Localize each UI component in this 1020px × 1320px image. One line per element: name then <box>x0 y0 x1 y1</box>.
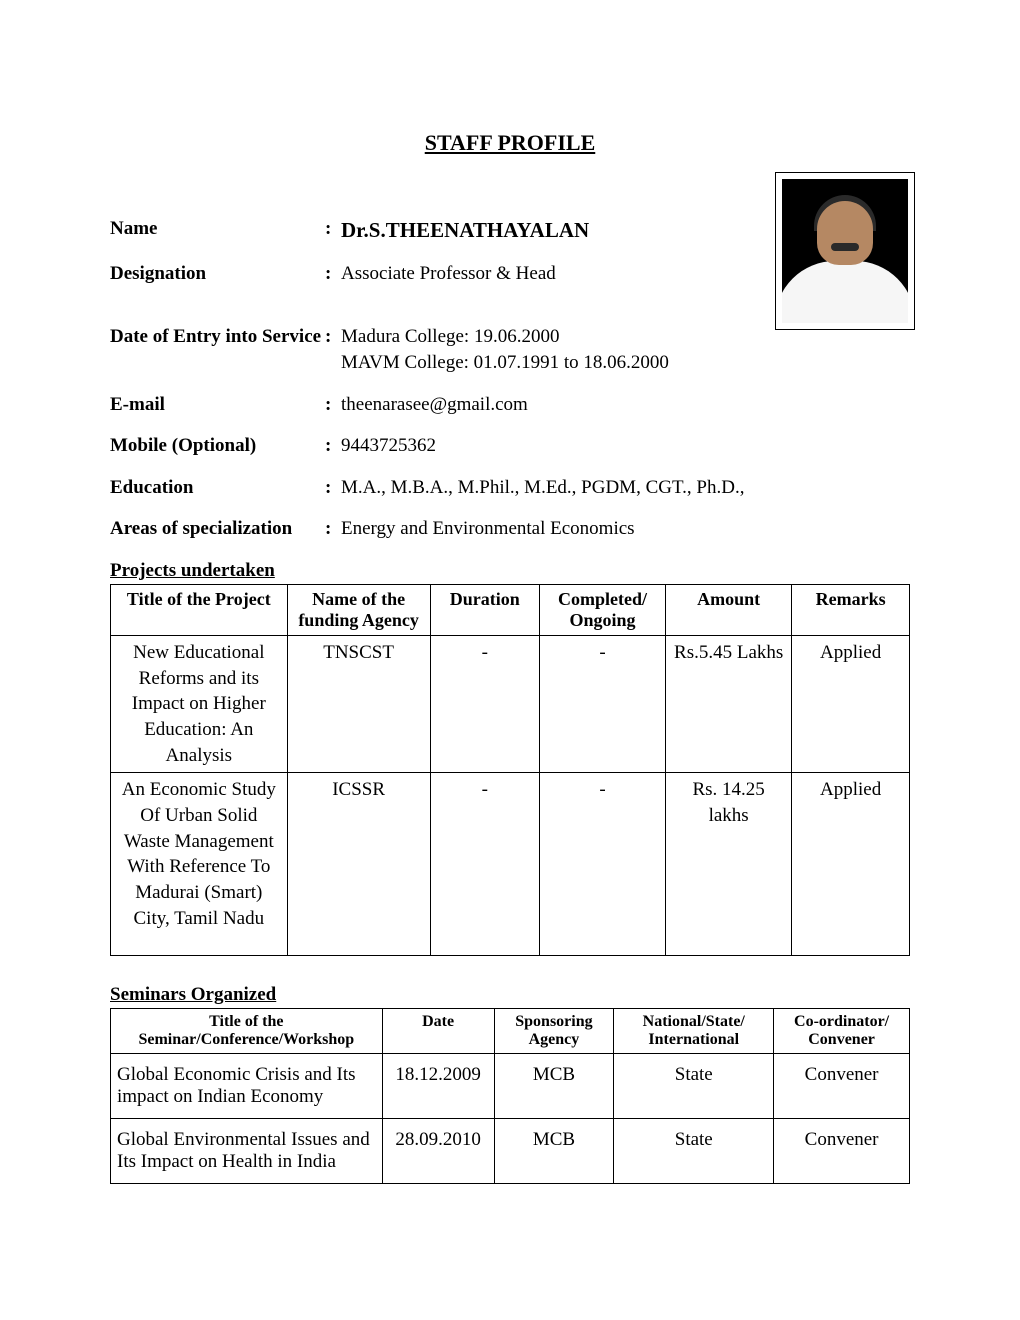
table-row: Global Environmental Issues and Its Impa… <box>111 1119 910 1184</box>
seminars-col-header: Title of the Seminar/Conference/Workshop <box>111 1009 383 1054</box>
projects-col-header: Name of the funding Agency <box>287 585 430 636</box>
colon: : <box>325 516 341 542</box>
colon: : <box>325 216 341 245</box>
table-cell: - <box>539 636 665 773</box>
field-label: Areas of specialization <box>110 516 325 542</box>
field-entry-date: Date of Entry into Service : Madura Coll… <box>110 324 910 375</box>
colon: : <box>325 392 341 418</box>
projects-header-row: Title of the ProjectName of the funding … <box>111 585 910 636</box>
projects-col-header: Amount <box>666 585 792 636</box>
staff-photo <box>782 179 908 323</box>
photo-frame <box>775 172 915 330</box>
field-label: Education <box>110 475 325 501</box>
table-cell: An Economic Study Of Urban Solid Waste M… <box>111 773 288 956</box>
table-cell: TNSCST <box>287 636 430 773</box>
field-value: Dr.S.THEENATHAYALAN <box>341 218 589 242</box>
field-value: Energy and Environmental Economics <box>341 516 910 542</box>
colon: : <box>325 261 341 287</box>
table-cell: Rs. 14.25 lakhs <box>666 773 792 956</box>
field-label: Mobile (Optional) <box>110 433 325 459</box>
table-cell: MCB <box>494 1054 614 1119</box>
projects-col-header: Duration <box>430 585 539 636</box>
projects-heading: Projects undertaken <box>110 560 910 582</box>
entry-line1: Madura College: 19.06.2000 <box>341 326 559 347</box>
table-cell: Global Environmental Issues and Its Impa… <box>111 1119 383 1184</box>
seminars-col-header: National/State/ International <box>614 1009 774 1054</box>
table-cell: State <box>614 1054 774 1119</box>
seminars-table: Title of the Seminar/Conference/Workshop… <box>110 1008 910 1184</box>
table-cell: Rs.5.45 Lakhs <box>666 636 792 773</box>
field-specialization: Areas of specialization : Energy and Env… <box>110 516 910 542</box>
field-mobile: Mobile (Optional) : 9443725362 <box>110 433 910 459</box>
table-cell: New Educational Reforms and its Impact o… <box>111 636 288 773</box>
seminars-col-header: Sponsoring Agency <box>494 1009 614 1054</box>
table-cell: ICSSR <box>287 773 430 956</box>
table-cell: Applied <box>792 636 910 773</box>
table-cell: Convener <box>774 1119 910 1184</box>
field-education: Education : M.A., M.B.A., M.Phil., M.Ed.… <box>110 475 910 501</box>
table-cell: Applied <box>792 773 910 956</box>
seminars-heading: Seminars Organized <box>110 984 910 1006</box>
projects-table: Title of the ProjectName of the funding … <box>110 584 910 956</box>
field-label: Name <box>110 216 325 245</box>
colon: : <box>325 475 341 501</box>
field-label: Date of Entry into Service <box>110 324 325 375</box>
table-row: An Economic Study Of Urban Solid Waste M… <box>111 773 910 956</box>
field-value: Madura College: 19.06.2000 MAVM College:… <box>341 324 910 375</box>
table-cell: - <box>430 773 539 956</box>
seminars-col-header: Date <box>382 1009 494 1054</box>
projects-col-header: Remarks <box>792 585 910 636</box>
projects-col-header: Title of the Project <box>111 585 288 636</box>
field-email: E-mail : theenarasee@gmail.com <box>110 392 910 418</box>
seminars-col-header: Co-ordinator/ Convener <box>774 1009 910 1054</box>
field-label: Designation <box>110 261 325 287</box>
table-cell: 18.12.2009 <box>382 1054 494 1119</box>
table-cell: MCB <box>494 1119 614 1184</box>
field-value: M.A., M.B.A., M.Phil., M.Ed., PGDM, CGT.… <box>341 475 910 501</box>
field-value: theenarasee@gmail.com <box>341 392 910 418</box>
projects-col-header: Completed/ Ongoing <box>539 585 665 636</box>
colon: : <box>325 324 341 375</box>
page-title: STAFF PROFILE <box>110 130 910 156</box>
table-row: New Educational Reforms and its Impact o… <box>111 636 910 773</box>
table-cell: Convener <box>774 1054 910 1119</box>
field-value: 9443725362 <box>341 433 910 459</box>
table-cell: 28.09.2010 <box>382 1119 494 1184</box>
field-label: E-mail <box>110 392 325 418</box>
seminars-header-row: Title of the Seminar/Conference/Workshop… <box>111 1009 910 1054</box>
table-cell: - <box>539 773 665 956</box>
colon: : <box>325 433 341 459</box>
table-cell: - <box>430 636 539 773</box>
table-cell: State <box>614 1119 774 1184</box>
table-row: Global Economic Crisis and Its impact on… <box>111 1054 910 1119</box>
table-cell: Global Economic Crisis and Its impact on… <box>111 1054 383 1119</box>
entry-line2: MAVM College: 01.07.1991 to 18.06.2000 <box>341 350 910 376</box>
